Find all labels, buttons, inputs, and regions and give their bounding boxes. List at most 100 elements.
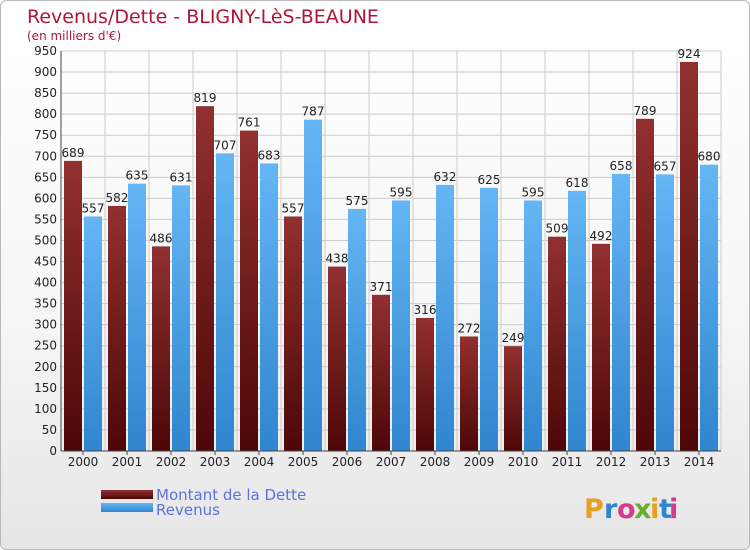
y-tick-label: 450 (34, 255, 57, 269)
bar-dette (108, 205, 126, 451)
data-label-revenus: 683 (258, 148, 281, 162)
y-tick-label: 350 (34, 297, 57, 311)
x-tick-label: 2004 (244, 455, 275, 469)
logo-letter: i (650, 494, 659, 525)
data-label-dette: 819 (194, 91, 217, 105)
y-tick-label: 950 (34, 44, 57, 58)
data-label-revenus: 631 (170, 170, 193, 184)
bar-revenus (524, 200, 542, 451)
y-tick-label: 300 (34, 318, 57, 332)
bar-revenus (612, 173, 630, 451)
x-tick-label: 2013 (640, 455, 671, 469)
x-tick-label: 2002 (156, 455, 187, 469)
legend-label-revenus: Revenus (156, 501, 220, 519)
bar-revenus (172, 185, 190, 451)
y-tick-label: 700 (34, 149, 57, 163)
bar-dette (240, 130, 258, 451)
bar-dette (460, 336, 478, 451)
data-label-revenus: 595 (390, 185, 413, 199)
data-label-dette: 492 (590, 229, 613, 243)
x-tick-label: 2001 (112, 455, 143, 469)
chart-subtitle: (en milliers d'€) (27, 29, 121, 43)
x-tick-label: 2005 (288, 455, 319, 469)
y-tick-label: 850 (34, 86, 57, 100)
data-label-dette: 272 (458, 321, 481, 335)
data-label-revenus: 707 (214, 138, 237, 152)
data-label-revenus: 658 (610, 159, 633, 173)
x-tick-label: 2014 (684, 455, 715, 469)
bar-dette (196, 106, 214, 451)
y-tick-label: 500 (34, 233, 57, 247)
data-label-revenus: 787 (302, 105, 325, 119)
grid-layer (60, 50, 722, 452)
bar-revenus (348, 208, 366, 451)
y-tick-label: 150 (34, 381, 57, 395)
data-label-dette: 689 (62, 146, 85, 160)
y-tick-label: 100 (34, 402, 57, 416)
data-label-dette: 438 (326, 252, 349, 266)
x-tick-label: 2003 (200, 455, 231, 469)
data-label-dette: 924 (678, 47, 701, 61)
bar-revenus (260, 163, 278, 451)
y-tick-label: 600 (34, 191, 57, 205)
chart-title: Revenus/Dette - BLIGNY-LèS-BEAUNE (27, 6, 379, 28)
label-layer: 6895575826354866318197077616835577874385… (62, 47, 721, 345)
y-tick-label: 0 (49, 444, 57, 458)
y-tick-label: 50 (42, 423, 57, 437)
bar-revenus (700, 164, 718, 451)
y-tick-label: 750 (34, 128, 57, 142)
bar-dette (152, 246, 170, 451)
logo-letter: P (584, 494, 604, 525)
y-tick-label: 400 (34, 276, 57, 290)
legend-swatch-dette (101, 490, 153, 499)
data-label-dette: 371 (370, 280, 393, 294)
data-label-dette: 582 (106, 191, 129, 205)
bar-dette (592, 243, 610, 451)
x-tick-label: 2009 (464, 455, 495, 469)
legend-swatch-revenus (101, 503, 153, 512)
data-label-revenus: 632 (434, 170, 457, 184)
data-label-dette: 761 (238, 116, 261, 130)
bar-dette (548, 236, 566, 451)
data-label-revenus: 557 (82, 201, 105, 215)
bar-revenus (392, 200, 410, 451)
logo-letter: r (604, 494, 618, 525)
data-label-dette: 789 (634, 104, 657, 118)
y-tick-label: 900 (34, 65, 57, 79)
data-label-dette: 316 (414, 303, 437, 317)
data-label-dette: 557 (282, 201, 305, 215)
x-tick-label: 2011 (552, 455, 583, 469)
y-tick-label: 800 (34, 107, 57, 121)
bar-dette (636, 118, 654, 451)
data-label-revenus: 618 (566, 176, 589, 190)
data-label-revenus: 680 (698, 150, 721, 164)
bar-dette (328, 266, 346, 451)
data-label-revenus: 657 (654, 159, 677, 173)
x-tick-label: 2000 (68, 455, 99, 469)
legend: Montant de la Dette Revenus (101, 486, 306, 519)
bar-revenus (84, 216, 102, 451)
logo-letter: i (669, 494, 678, 525)
bar-dette (284, 216, 302, 451)
x-tick-label: 2006 (332, 455, 363, 469)
x-tick-label: 2012 (596, 455, 627, 469)
data-label-revenus: 575 (346, 194, 369, 208)
bar-revenus (568, 190, 586, 451)
bar-dette (416, 317, 434, 451)
bar-dette (680, 61, 698, 452)
y-tick-label: 200 (34, 360, 57, 374)
x-tick-label: 2008 (420, 455, 451, 469)
x-tick-label: 2010 (508, 455, 539, 469)
axis-layer: 0 50 100 150 200 250 300 350 400 450 500 550 600 650 7… (34, 44, 721, 469)
bar-layer (64, 61, 718, 452)
logo-letter: x (634, 494, 651, 525)
x-tick-label: 2007 (376, 455, 407, 469)
data-label-dette: 486 (150, 231, 173, 245)
bar-dette (64, 160, 82, 452)
y-tick-label: 650 (34, 170, 57, 184)
bar-revenus (656, 174, 674, 452)
logo-letter: o (617, 494, 636, 525)
